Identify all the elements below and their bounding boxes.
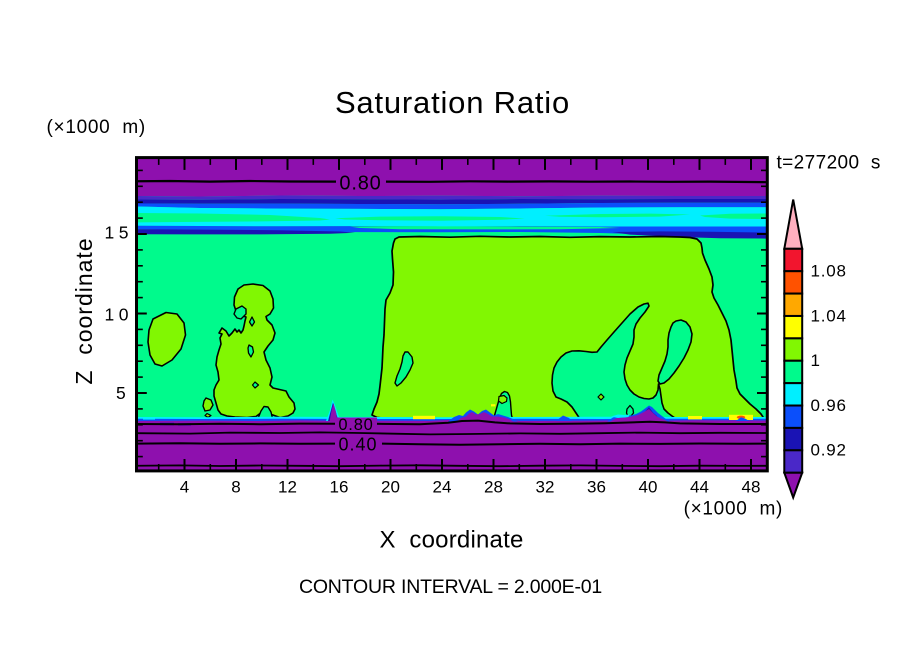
svg-text:0.80: 0.80 <box>338 416 373 434</box>
svg-text:24: 24 <box>433 478 452 497</box>
svg-text:36: 36 <box>587 478 606 497</box>
svg-text:8: 8 <box>231 478 240 497</box>
svg-text:0.80: 0.80 <box>339 173 381 195</box>
svg-text:1: 1 <box>811 351 821 370</box>
svg-text:12: 12 <box>278 478 297 497</box>
svg-text:Z coordinate: Z coordinate <box>71 237 97 384</box>
svg-text:CONTOUR INTERVAL = 2.000E-01: CONTOUR INTERVAL = 2.000E-01 <box>299 576 602 598</box>
svg-text:Saturation Ratio: Saturation Ratio <box>335 85 570 120</box>
svg-text:t=277200 s: t=277200 s <box>777 153 881 174</box>
svg-text:4: 4 <box>180 478 189 497</box>
svg-text:44: 44 <box>690 478 709 497</box>
svg-text:(×1000 m): (×1000 m) <box>684 499 783 520</box>
svg-text:16: 16 <box>330 478 349 497</box>
svg-text:32: 32 <box>536 478 555 497</box>
svg-text:28: 28 <box>484 478 503 497</box>
svg-text:20: 20 <box>381 478 400 497</box>
svg-text:0.92: 0.92 <box>811 441 847 460</box>
svg-text:1.04: 1.04 <box>811 306 847 325</box>
svg-text:15: 15 <box>105 222 133 242</box>
svg-text:X coordinate: X coordinate <box>379 527 523 554</box>
svg-text:1.08: 1.08 <box>811 262 847 281</box>
svg-text:48: 48 <box>742 478 761 497</box>
svg-text:5: 5 <box>116 383 126 403</box>
svg-text:(×1000 m): (×1000 m) <box>47 117 146 138</box>
svg-text:10: 10 <box>105 304 133 324</box>
svg-text:0.40: 0.40 <box>338 435 377 455</box>
svg-text:0.96: 0.96 <box>811 396 847 415</box>
svg-text:40: 40 <box>639 478 658 497</box>
